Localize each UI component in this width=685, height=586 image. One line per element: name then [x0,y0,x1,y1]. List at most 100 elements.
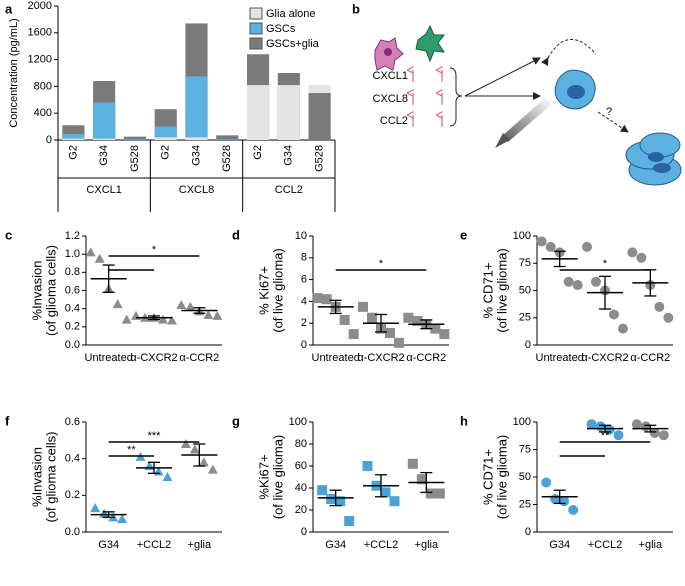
point [207,464,218,474]
arrow [464,57,541,97]
y-tick-label: 75 [519,443,531,455]
x-tick-label: +CCL2 [364,539,399,551]
y-tick-label: 0.8 [65,266,80,278]
y-tick-label: 1.0 [65,248,80,260]
point [94,253,105,263]
y-axis-label: % CD71+ [480,449,495,505]
point [358,301,368,312]
significance-label: *** [148,430,162,442]
y-axis-label: Concentration (pg/mL) [8,18,20,127]
x-tick-label: G2 [160,145,172,160]
bar [185,137,208,140]
y-tick-label: 25 [519,312,531,324]
significance-label: ** [127,444,136,456]
y-tick-label: 4 [301,295,307,307]
point [348,329,359,340]
x-tick-label: +CCL2 [137,539,172,551]
x-tick-label: G34 [549,539,570,551]
y-tick-label: 20 [295,504,307,516]
bar [216,135,239,140]
legend-label: GSCs+glia [266,38,320,50]
point [90,503,101,513]
point [321,294,332,305]
panel-label: c [5,227,12,242]
x-tick-label: Untreated [312,352,360,364]
point [609,309,619,320]
y-tick-label: 60 [295,460,307,472]
point [658,430,669,441]
cytokine-label: CXCL8 [373,93,408,105]
significance-label: * [379,258,384,270]
point [563,276,574,287]
point [636,252,647,263]
x-tick-label: α-CXCR2 [130,352,177,364]
point [312,293,323,304]
point [112,299,123,309]
y-tick-label: 0.6 [65,284,80,296]
x-tick-label: α-CCR2 [630,352,670,364]
y-tick-label: 0.2 [65,489,80,501]
point [185,301,196,311]
y-tick-label: 40 [295,482,307,494]
legend-swatch [249,37,263,50]
panel-label: f [5,413,10,428]
point [335,496,346,507]
x-tick-label: G2 [67,145,79,160]
x-tick-label: G34 [98,539,119,551]
x-tick-label: G528 [314,145,326,172]
glia-cell [374,37,404,71]
y-tick-label: 0 [301,339,307,351]
panel-label: g [232,413,240,428]
x-tick-label: +glia [188,539,212,551]
x-tick-label: +glia [415,539,439,551]
y-axis-label: % CD71+ [480,263,495,319]
point [394,337,404,348]
point [380,487,391,498]
panel-label: a [5,1,13,16]
gsc-cell [415,24,446,63]
x-tick-label: α-CCR2 [406,352,446,364]
point [339,314,350,325]
point [317,485,328,496]
point [582,241,592,252]
point [158,314,168,324]
y-tick-label: 0 [301,526,307,538]
point [663,312,674,323]
dashed-arrow [541,38,597,67]
bar [154,137,177,140]
y-tick-label: 100 [289,416,307,428]
point [613,430,624,441]
point [326,494,337,504]
panel-label: d [232,227,240,242]
y-tick-label: 1.2 [65,230,80,242]
point [407,458,418,469]
point [180,439,191,448]
bar [93,102,116,140]
proliferating-cells [625,132,682,186]
x-tick-label: α-CXCR2 [581,352,628,364]
legend-swatch [249,22,263,35]
point [412,316,423,327]
point [559,496,570,507]
point [362,461,373,471]
point [117,514,128,524]
y-tick-label: 0.4 [65,303,80,315]
point [389,496,400,507]
brace [449,67,463,127]
bar [154,126,177,140]
bar [62,138,85,140]
y-axis-label: (of live glioma) [494,248,509,333]
y-axis-label: (of glioma cells) [43,245,58,336]
x-tick-label: Untreated [536,352,584,364]
y-tick-label: 10 [295,230,307,242]
point [344,516,355,526]
y-tick-label: 0 [525,526,531,538]
point [572,280,583,291]
point [131,310,141,320]
y-axis-label: %Invasion [29,447,44,507]
y-axis-label: (of live glioma) [494,435,509,520]
x-tick-label: G528 [221,145,233,172]
point [162,472,173,481]
point [99,508,110,518]
